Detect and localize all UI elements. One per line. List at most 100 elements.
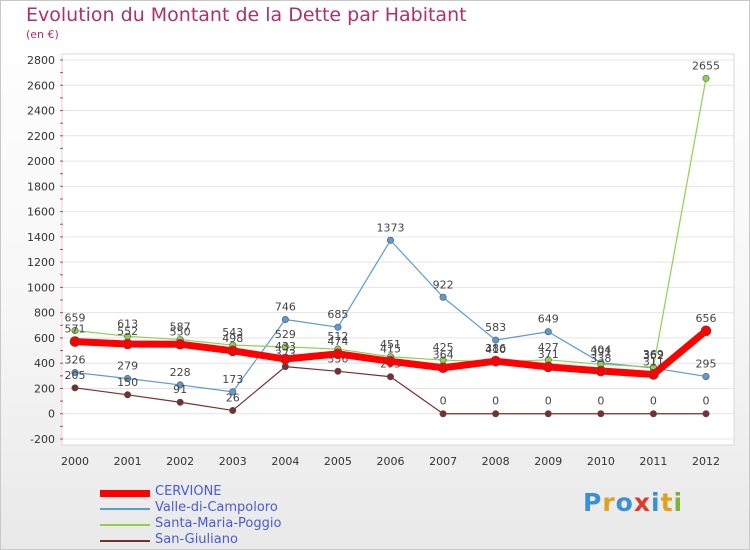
y-tick-label: 1600 (27, 206, 55, 219)
legend-swatch (100, 524, 150, 526)
legend-label: Santa-Maria-Poggio (155, 516, 282, 531)
legend-swatch (100, 508, 150, 510)
data-label-san-giuliano: 26 (226, 391, 240, 404)
x-tick-label: 2003 (219, 455, 247, 468)
data-point-san-giuliano (702, 410, 710, 418)
data-label-santa-maria-poggio: 512 (327, 330, 348, 343)
y-tick-label: 1800 (27, 180, 55, 193)
x-tick-label: 2004 (271, 455, 299, 468)
data-label-santa-maria-poggio: 529 (275, 328, 296, 341)
y-tick-label: 0 (48, 408, 55, 421)
data-point-valle-di-campoloro (492, 336, 500, 344)
data-label-cervione: 552 (117, 325, 138, 338)
data-point-san-giuliano (176, 398, 184, 406)
data-label-cervione: 371 (538, 348, 559, 361)
legend-label: San-Giuliano (155, 532, 238, 547)
data-point-cervione (648, 369, 659, 380)
y-tick-label: 400 (34, 357, 55, 370)
data-label-santa-maria-poggio: 425 (433, 341, 454, 354)
data-point-cervione (174, 338, 186, 350)
data-point-valle-di-campoloro (439, 293, 447, 301)
data-point-san-giuliano (386, 373, 394, 381)
data-label-santa-maria-poggio: 543 (222, 326, 243, 339)
data-label-santa-maria-poggio: 587 (170, 321, 191, 334)
logo-letter: o (615, 488, 634, 517)
data-label-san-giuliano: 0 (650, 395, 657, 408)
y-tick-label: 1200 (27, 256, 55, 269)
data-point-santa-maria-poggio (281, 343, 289, 351)
x-tick-label: 2001 (114, 455, 142, 468)
data-point-santa-maria-poggio (702, 74, 710, 82)
x-tick-label: 2009 (534, 455, 562, 468)
legend-label: CERVIONE (155, 484, 222, 499)
data-label-cervione: 550 (170, 325, 191, 338)
x-tick-label: 2006 (377, 455, 405, 468)
data-point-cervione (69, 336, 81, 347)
data-label-san-giuliano: 0 (440, 395, 447, 408)
data-label-santa-maria-poggio: 427 (538, 341, 559, 354)
data-point-san-giuliano (71, 384, 79, 392)
data-label-cervione: 311 (643, 355, 664, 368)
data-point-valle-di-campoloro (334, 323, 342, 331)
data-label-cervione: 474 (327, 335, 348, 348)
y-tick-label: 1000 (27, 281, 55, 294)
data-point-valle-di-campoloro (702, 372, 710, 380)
chart-subtitle: (en €) (26, 28, 59, 41)
data-label-valle-di-campoloro: 583 (485, 321, 506, 334)
y-tick-label: -200 (30, 433, 55, 446)
data-label-santa-maria-poggio: 410 (485, 343, 506, 356)
y-tick-label: 1400 (27, 231, 55, 244)
data-point-san-giuliano (124, 391, 132, 399)
data-label-cervione: 433 (275, 340, 296, 353)
data-label-valle-di-campoloro: 746 (275, 300, 296, 313)
data-point-san-giuliano (334, 367, 342, 375)
data-point-valle-di-campoloro (124, 374, 132, 382)
data-label-santa-maria-poggio: 659 (65, 311, 86, 324)
data-point-valle-di-campoloro (386, 236, 394, 244)
data-point-cervione (385, 356, 396, 367)
data-label-valle-di-campoloro: 362 (643, 349, 664, 362)
y-tick-label: 2200 (27, 130, 55, 143)
data-label-cervione: 364 (433, 349, 454, 362)
data-point-cervione (595, 365, 607, 377)
data-label-san-giuliano: 205 (65, 369, 86, 382)
data-point-san-giuliano (229, 406, 237, 414)
plot-area (61, 53, 735, 446)
legend-swatch (100, 540, 150, 542)
data-label-valle-di-campoloro: 173 (222, 373, 243, 386)
y-tick-label: 2600 (27, 79, 55, 92)
data-point-san-giuliano (597, 410, 605, 418)
data-point-cervione (700, 325, 712, 337)
logo-letter: i (651, 488, 661, 517)
data-label-santa-maria-poggio: 2655 (692, 59, 720, 72)
data-label-cervione: 338 (590, 352, 611, 365)
y-tick-label: 2400 (27, 105, 55, 118)
legend-swatch (100, 489, 150, 497)
data-point-cervione (437, 362, 449, 374)
data-point-valle-di-campoloro (281, 315, 289, 323)
data-point-valle-di-campoloro (71, 369, 79, 377)
logo-letter: r (602, 488, 616, 517)
data-label-valle-di-campoloro: 326 (65, 354, 86, 367)
proxiti-logo: Proxiti (583, 488, 683, 517)
x-tick-label: 2002 (166, 455, 194, 468)
chart-title: Evolution du Montant de la Dette par Hab… (26, 4, 467, 26)
data-point-san-giuliano (439, 410, 447, 418)
data-label-cervione: 656 (696, 312, 717, 325)
y-tick-label: 2800 (27, 54, 55, 67)
x-tick-label: 2005 (324, 455, 352, 468)
x-tick-label: 2010 (587, 455, 615, 468)
data-point-santa-maria-poggio (71, 326, 79, 334)
data-point-cervione (280, 353, 291, 365)
data-label-valle-di-campoloro: 922 (433, 278, 454, 291)
x-tick-label: 2008 (482, 455, 510, 468)
logo-letter: t (660, 488, 674, 517)
data-label-san-giuliano: 0 (597, 395, 604, 408)
data-label-valle-di-campoloro: 404 (590, 344, 611, 357)
x-tick-label: 2007 (429, 455, 457, 468)
data-point-san-giuliano (281, 363, 289, 371)
y-tick-label: 2000 (27, 155, 55, 168)
data-label-santa-maria-poggio: 391 (590, 345, 611, 358)
data-label-san-giuliano: 0 (492, 395, 499, 408)
